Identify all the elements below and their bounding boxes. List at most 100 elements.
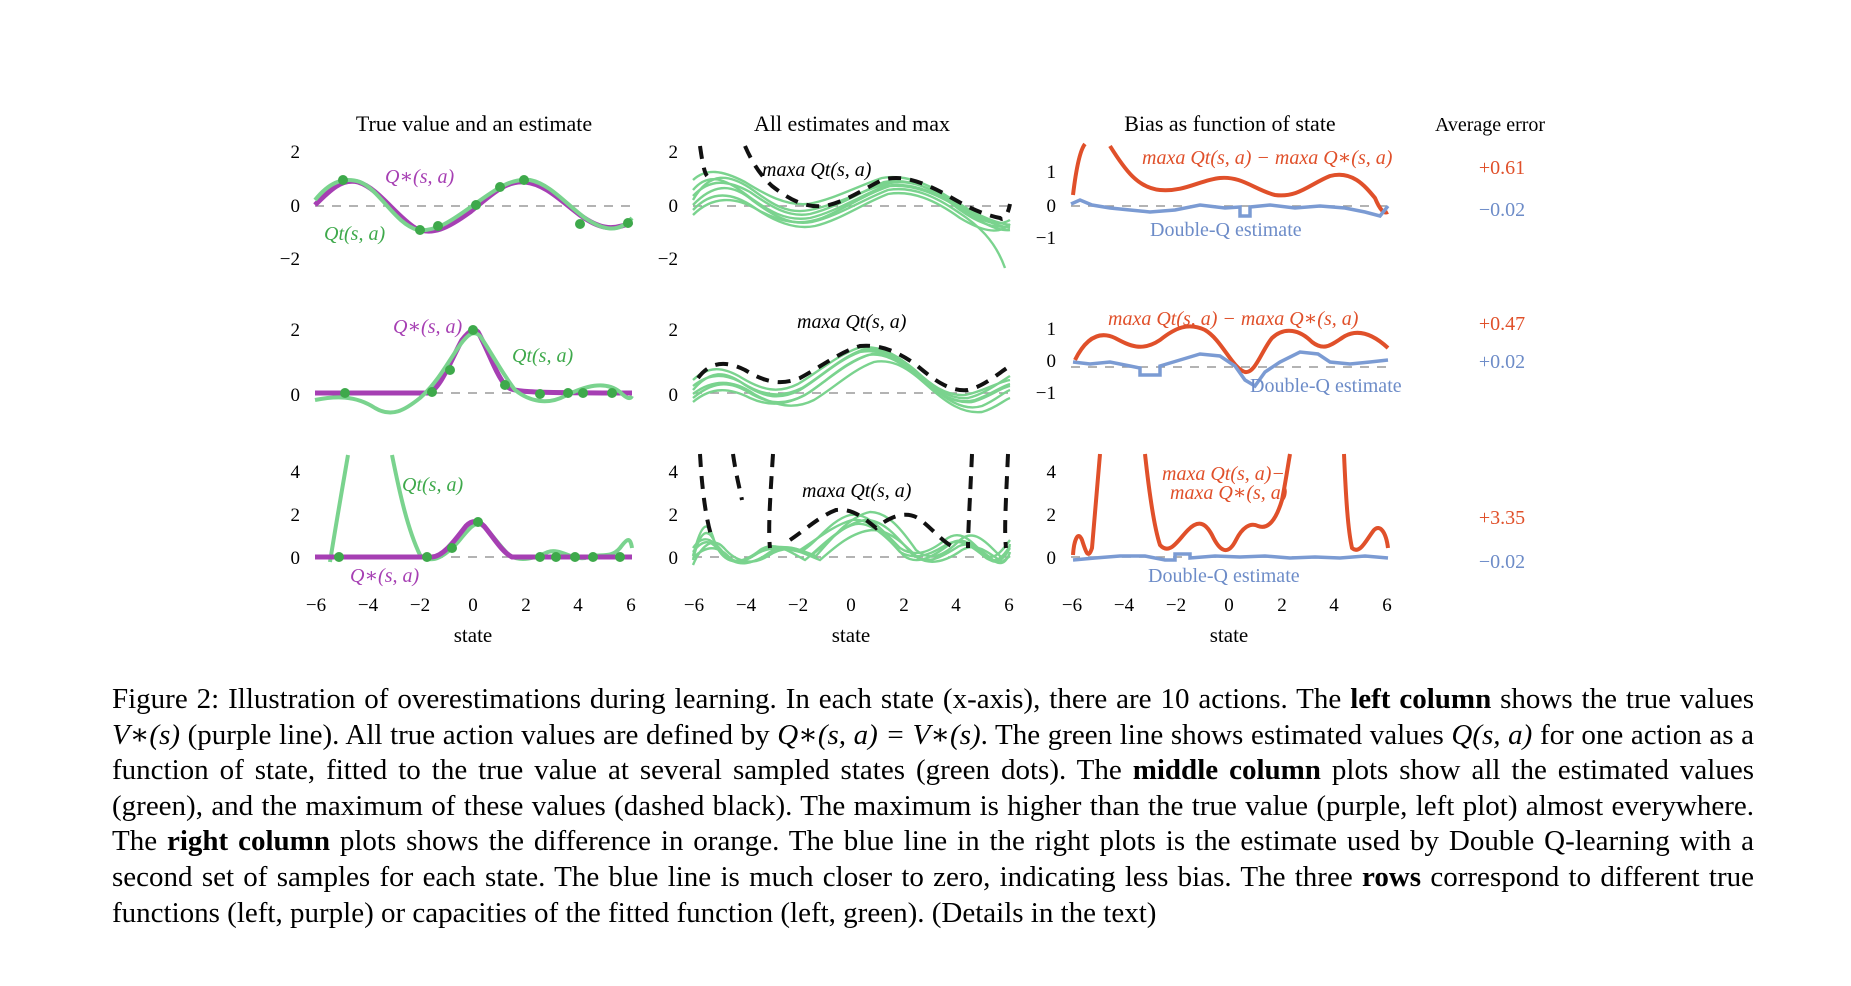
sample-dot <box>519 175 529 185</box>
sample-dot <box>447 543 457 553</box>
xlabel-mid: state <box>832 623 870 647</box>
r1-right-ytick: 1 <box>1047 162 1057 183</box>
r2-right-ytick: −1 <box>1036 383 1056 404</box>
col-title-left: True value and an estimate <box>356 111 592 136</box>
estimate-curve <box>692 348 1011 404</box>
sample-dot <box>588 552 598 562</box>
sample-dot <box>468 325 478 335</box>
x-tick: 4 <box>1329 595 1339 616</box>
r1-right-ytick: −1 <box>1036 228 1056 249</box>
double-q-line <box>1072 350 1389 389</box>
sample-dot <box>334 552 344 562</box>
sample-dots <box>340 325 617 399</box>
label-double-q: Double-Q estimate <box>1150 219 1302 241</box>
max-estimate-line <box>698 453 1010 550</box>
sample-dot <box>340 388 350 398</box>
sample-dot <box>427 387 437 397</box>
caption-text: correspond to different true functions (… <box>112 860 1754 929</box>
caption-bold-rows: rows <box>1361 860 1422 893</box>
estimate-curve <box>691 176 1011 230</box>
r2-mid-ytick: 0 <box>669 385 679 406</box>
label-estimate: Qt(s, a) <box>402 474 463 496</box>
estimate-line <box>314 331 634 415</box>
estimate-curve <box>691 518 1012 566</box>
r3-mid-ytick: 0 <box>669 548 679 569</box>
label-estimate: Qt(s, a) <box>324 223 385 245</box>
label-max: maxa Qt(s, a) <box>797 311 907 333</box>
estimate-curve <box>692 352 1011 409</box>
sample-dot <box>415 225 425 235</box>
r1-mid-ytick: −2 <box>658 249 678 270</box>
r3-right-ytick: 4 <box>1047 462 1057 483</box>
x-ticks-mid: −6 −4 −2 0 2 4 6 <box>684 595 1014 616</box>
label-true-value: Q∗(s, a) <box>350 565 419 587</box>
bias-line <box>1071 142 1389 215</box>
x-tick: 6 <box>1004 595 1014 616</box>
estimate-curve <box>692 360 1011 414</box>
sample-dot <box>563 388 573 398</box>
error-blue: +0.02 <box>1479 351 1525 373</box>
error-orange: +3.35 <box>1479 507 1525 529</box>
label-bias-line2: maxa Q∗(s, a) <box>1170 482 1288 504</box>
r2-left-ytick: 0 <box>291 385 301 406</box>
r3-left-ytick: 0 <box>291 548 301 569</box>
label-true-value: Q∗(s, a) <box>393 316 462 338</box>
sample-dot <box>615 552 625 562</box>
r1-left-ytick: 0 <box>291 196 301 217</box>
x-tick: 6 <box>1382 595 1392 616</box>
sample-dot <box>623 218 633 228</box>
sample-dot <box>535 552 545 562</box>
label-bias-line1: maxa Qt(s, a)− <box>1162 463 1285 485</box>
sample-dot <box>473 517 483 527</box>
all-estimates <box>691 170 1011 269</box>
x-tick: 0 <box>468 595 478 616</box>
x-tick: −2 <box>1166 595 1186 616</box>
xlabel-right: state <box>1210 623 1248 647</box>
error-blue: −0.02 <box>1479 199 1525 221</box>
col-title-mid: All estimates and max <box>754 111 950 136</box>
label-true-value: Q∗(s, a) <box>385 166 454 188</box>
x-tick: 2 <box>899 595 909 616</box>
sample-dot <box>500 380 510 390</box>
label-double-q: Double-Q estimate <box>1148 565 1300 587</box>
sample-dot <box>578 388 588 398</box>
all-estimates <box>692 346 1011 414</box>
x-tick: −4 <box>736 595 757 616</box>
col-title-right: Bias as function of state <box>1124 111 1335 136</box>
estimate-curve <box>691 518 1011 563</box>
double-q-line <box>1070 198 1390 218</box>
label-bias: maxa Qt(s, a) − maxa Q∗(s, a) <box>1142 147 1393 169</box>
estimate-curve <box>692 191 1011 232</box>
x-tick: 6 <box>626 595 636 616</box>
error-orange: +0.61 <box>1479 157 1525 179</box>
sample-dot <box>422 552 432 562</box>
x-tick: 0 <box>1224 595 1234 616</box>
sample-dot <box>445 365 455 375</box>
caption-math: Q∗(s, a) = V∗(s) <box>777 718 981 751</box>
caption-math: V∗(s) <box>112 718 181 751</box>
estimate-curve <box>692 184 1011 225</box>
estimate-curve <box>692 179 1011 229</box>
r3-mid-ytick: 2 <box>669 505 679 526</box>
r3-left-ytick: 4 <box>291 462 301 483</box>
r1-right-ytick: 0 <box>1047 196 1057 217</box>
sample-dot <box>338 175 348 185</box>
x-tick: 4 <box>951 595 961 616</box>
r3-right-ytick: 0 <box>1047 548 1057 569</box>
r1-left-ytick: −2 <box>280 249 300 270</box>
sample-dot <box>433 221 443 231</box>
x-tick: −4 <box>1114 595 1135 616</box>
x-tick: −4 <box>358 595 379 616</box>
all-estimates <box>691 510 1012 566</box>
average-error-title: Average error <box>1435 114 1545 136</box>
true-value-line <box>315 327 633 396</box>
r2-right-ytick: 0 <box>1047 351 1057 372</box>
caption-text: Figure 2: Illustration of overestimation… <box>112 683 1351 715</box>
caption-text: plots show all the estimated values (gre… <box>112 754 1754 858</box>
sample-dot <box>551 552 561 562</box>
label-estimate: Qt(s, a) <box>512 345 573 367</box>
caption-text: plots shows the difference in orange. Th… <box>112 825 1754 893</box>
label-max: maxa Qt(s, a) <box>802 480 912 502</box>
r1-mid-ytick: 0 <box>669 196 679 217</box>
error-orange: +0.47 <box>1479 313 1525 335</box>
